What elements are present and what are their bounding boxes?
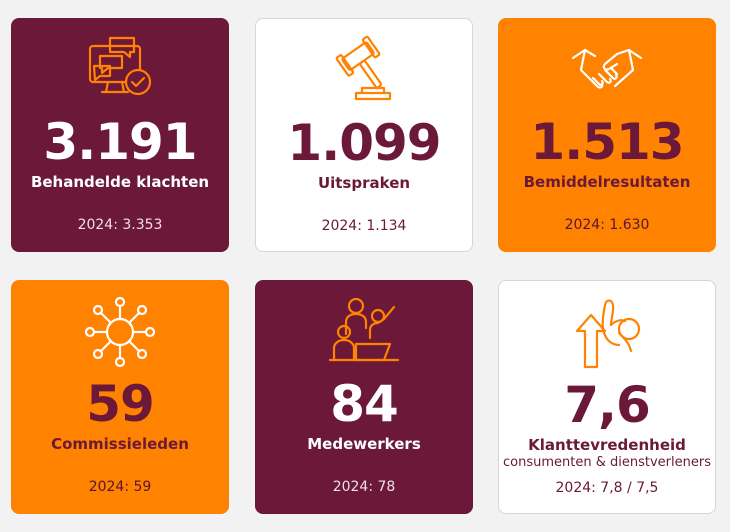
stat-value: 1.099 [287, 114, 441, 172]
stat-card-complaints: 3.191 Behandelde klachten 2024: 3.353 [11, 18, 229, 252]
stat-value: 84 [330, 375, 399, 433]
stat-previous-year: 2024: 7,8 / 7,5 [555, 480, 659, 496]
stat-value: 1.513 [530, 113, 684, 171]
stat-previous-year: 2024: 3.353 [77, 217, 163, 233]
stat-previous-year: 2024: 1.630 [564, 217, 650, 233]
complaints-chat-check-icon [82, 32, 158, 108]
stat-label: Uitspraken [317, 174, 411, 192]
stat-label: Klanttevredenheid [528, 436, 686, 454]
stat-card-committee-members: 59 Commissieleden 2024: 59 [11, 280, 229, 514]
team-presentation-icon [326, 294, 402, 370]
stat-value: 59 [86, 375, 155, 433]
stat-card-mediation: 1.513 Bemiddelresultaten 2024: 1.630 [498, 18, 716, 252]
ok-hand-arrow-icon [569, 295, 645, 371]
stat-card-customer-satisfaction: 7,6 Klanttevredenheid consumenten & dien… [498, 280, 716, 514]
gavel-icon [326, 33, 402, 109]
stat-label: Bemiddelresultaten [523, 173, 691, 191]
stat-previous-year: 2024: 1.134 [321, 218, 407, 234]
stat-label: Behandelde klachten [30, 173, 210, 191]
stat-card-rulings: 1.099 Uitspraken 2024: 1.134 [255, 18, 473, 252]
stat-value: 7,6 [564, 376, 651, 434]
stat-previous-year: 2024: 59 [88, 479, 152, 495]
handshake-icon [569, 32, 645, 108]
stat-sublabel: consumenten & dienstverleners [503, 455, 711, 470]
stat-card-employees: 84 Medewerkers 2024: 78 [255, 280, 473, 514]
stat-previous-year: 2024: 78 [332, 479, 396, 495]
stat-label: Commissieleden [51, 435, 189, 453]
stat-value: 3.191 [43, 113, 197, 171]
stat-label: Medewerkers [307, 435, 421, 453]
network-hub-icon [82, 294, 158, 370]
